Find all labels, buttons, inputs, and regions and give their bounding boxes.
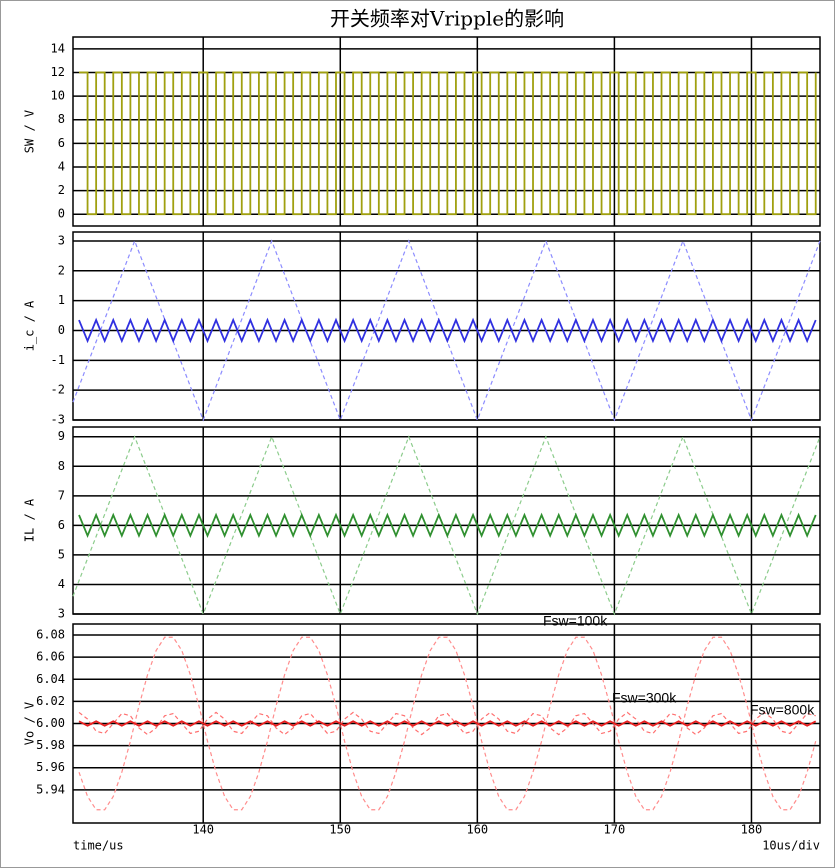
y-tick-label: 2	[58, 263, 65, 277]
series-line	[78, 636, 817, 811]
y-tick-label: 4	[58, 577, 65, 591]
y-tick-label: 9	[58, 429, 65, 443]
x-tick-label: 180	[741, 823, 763, 837]
y-tick-label: -1	[51, 353, 65, 367]
panel-frame	[72, 36, 821, 227]
y-tick-label: 1	[58, 293, 65, 307]
y-tick-label: 6.02	[36, 694, 65, 708]
y-tick-label: 6	[58, 518, 65, 532]
y-tick-label: 5.98	[36, 738, 65, 752]
y-tick-label: 8	[58, 112, 65, 126]
y-tick-label: 5.94	[36, 782, 65, 796]
y-tick-label: -3	[51, 413, 65, 427]
series-line	[78, 711, 816, 736]
y-tick-label: 12	[51, 65, 65, 79]
y-tick-label: -2	[51, 383, 65, 397]
y-tick-label: 5.96	[36, 760, 65, 774]
series-line	[72, 435, 821, 616]
series-line	[78, 317, 817, 344]
x-division: 10us/div	[762, 839, 820, 853]
y-tick-label: 2	[58, 183, 65, 197]
x-tick-label: 150	[329, 823, 351, 837]
series-line	[78, 720, 817, 727]
y-tick-label: 3	[58, 233, 65, 247]
x-tick-label: 140	[192, 823, 214, 837]
chart-title: 开关频率对Vripple的影响	[330, 7, 564, 31]
y-axis-label: SW / V	[23, 110, 37, 153]
series-line	[78, 512, 817, 539]
y-tick-label: 8	[58, 459, 65, 473]
y-tick-label: 6.04	[36, 672, 65, 686]
series-line	[79, 71, 817, 216]
y-tick-label: 0	[58, 207, 65, 221]
y-axis-label: i_c / A	[23, 300, 37, 351]
y-axis-label: Vo / V	[23, 702, 37, 745]
y-tick-label: 6.00	[36, 716, 65, 730]
x-tick-label: 160	[466, 823, 488, 837]
y-tick-label: 6	[58, 136, 65, 150]
y-tick-label: 4	[58, 159, 65, 173]
y-tick-label: 3	[58, 607, 65, 621]
y-tick-label: 0	[58, 323, 65, 337]
y-tick-label: 6.06	[36, 650, 65, 664]
y-axis-label: IL / A	[23, 498, 37, 542]
y-tick-label: 6.08	[36, 628, 65, 642]
series-label: Fsw=800k	[750, 702, 815, 718]
x-tick-label: 170	[604, 823, 626, 837]
series-line	[72, 239, 821, 422]
series-label: Fsw=100k	[543, 613, 608, 629]
y-tick-label: 10	[51, 89, 65, 103]
y-tick-label: 7	[58, 488, 65, 502]
y-tick-label: 5	[58, 547, 65, 561]
series-label: Fsw=300k	[612, 690, 677, 706]
x-axis-label: time/us	[73, 839, 124, 853]
y-tick-label: 14	[51, 41, 65, 55]
